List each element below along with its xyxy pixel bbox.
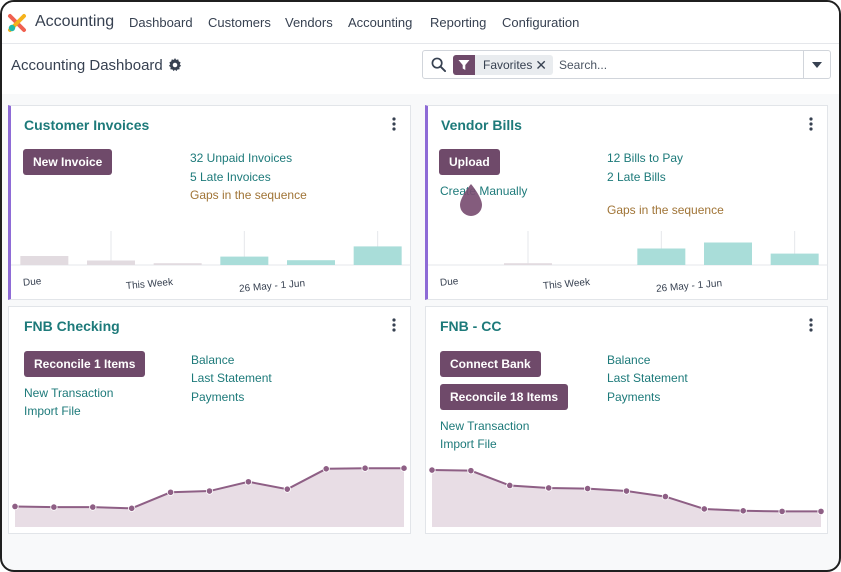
last-statement-link[interactable]: Last Statement [191,371,272,385]
chart-point [244,478,252,486]
chart-point [167,488,175,496]
menu-vendors[interactable]: Vendors [285,15,333,30]
import-file-link[interactable]: Import File [24,404,81,418]
payments-link[interactable]: Payments [191,390,245,404]
chart-bar [637,248,686,265]
balance-link[interactable]: Balance [191,353,235,367]
caret-down-icon [812,61,822,68]
new-transaction-link[interactable]: New Transaction [24,386,114,400]
search-facet-favorites[interactable]: Favorites ✕ [453,55,553,75]
card-fnb-checking: FNB Checking Reconcile 1 Items New Trans… [8,306,411,534]
menu-configuration[interactable]: Configuration [502,15,580,30]
tick-label-due: Due [439,276,459,289]
bills-to-pay-link[interactable]: 12 Bills to Pay [607,151,684,165]
chart-point [50,503,58,511]
chart-bar [504,263,552,265]
chart-point [400,464,408,472]
balance-link[interactable]: Balance [607,353,651,367]
chart-point [89,503,97,511]
search-options-toggle[interactable] [803,51,830,78]
chart-point [778,507,786,516]
card-title[interactable]: Vendor Bills [441,117,522,133]
chart-point [661,492,669,501]
app-name[interactable]: Accounting [35,13,115,30]
page-title: Accounting Dashboard [11,57,163,74]
chart-bar [353,246,402,265]
chart-point [506,481,514,490]
menu-accounting[interactable]: Accounting [348,15,413,30]
import-file-link[interactable]: Import File [440,437,497,451]
chart-bar [770,253,819,265]
kebab-menu-icon[interactable] [392,117,396,131]
chart-point [283,485,291,493]
chart-point [467,467,475,475]
chart-point [11,502,19,511]
chart-point [739,507,747,515]
chart-bar [20,256,69,265]
search-input[interactable] [559,55,799,75]
kebab-menu-icon[interactable] [392,318,396,332]
accounting-logo-icon[interactable] [7,13,27,33]
unpaid-invoices-link[interactable]: 32 Unpaid Invoices [190,151,293,165]
chart-point [584,484,592,493]
card-fnb-cc: FNB - CC Connect Bank Reconcile 18 Items… [425,306,828,534]
menu-reporting[interactable]: Reporting [430,15,487,30]
control-panel: Accounting Dashboard Favorites ✕ [2,44,839,94]
gaps-in-sequence-link[interactable]: Gaps in the sequence [607,203,724,217]
chart-bar [153,263,202,265]
facet-label: Favorites [483,58,533,72]
chart-point [128,504,136,512]
late-bills-link[interactable]: 2 Late Bills [607,170,666,184]
chart-point [545,484,553,492]
payments-link[interactable]: Payments [607,390,661,404]
upload-button[interactable]: Upload [439,149,500,175]
menu-customers[interactable]: Customers [208,15,271,30]
chart-bar [287,260,335,265]
last-statement-link[interactable]: Last Statement [607,371,688,385]
pointer-drop-icon [460,184,482,216]
chart-area-fill [15,468,404,527]
chart-bar [220,256,269,265]
reconcile-items-button[interactable]: Reconcile 18 Items [440,384,569,410]
new-invoice-button[interactable]: New Invoice [23,149,113,175]
gear-icon[interactable] [168,58,182,72]
top-navbar: Accounting Dashboard Customers Vendors A… [2,2,839,44]
chart-point [361,464,369,472]
search-icon[interactable] [431,57,446,72]
create-manually-link[interactable]: Create Manually [440,184,528,198]
chart-bar [87,260,135,265]
card-title[interactable]: FNB - CC [440,318,502,334]
chart-bar [704,242,752,265]
chart-point [817,507,825,516]
card-customer-invoices: Customer Invoices New Invoice 32 Unpaid … [8,105,411,300]
menu-dashboard[interactable]: Dashboard [129,15,193,30]
chart-point [428,466,436,474]
connect-bank-button[interactable]: Connect Bank [440,351,541,377]
tick-label-due: Due [22,276,42,289]
kebab-menu-icon[interactable] [809,318,813,332]
card-title[interactable]: Customer Invoices [24,117,150,133]
chart-point [700,505,708,513]
filter-icon [453,55,475,75]
chart-point [322,465,330,473]
late-invoices-link[interactable]: 5 Late Invoices [190,170,271,184]
new-transaction-link[interactable]: New Transaction [440,419,530,433]
chart-area-fill [432,470,821,527]
chart-point [622,487,631,495]
card-title[interactable]: FNB Checking [24,318,120,334]
reconcile-items-button[interactable]: Reconcile 1 Items [24,351,146,377]
cc-area-chart [428,466,825,527]
search-bar: Favorites ✕ [422,50,831,79]
gaps-in-sequence-link[interactable]: Gaps in the sequence [190,188,307,202]
facet-close-icon[interactable]: ✕ [535,57,547,73]
card-vendor-bills: Vendor Bills Upload Create Manually 12 B… [425,105,828,300]
chart-point [205,487,214,495]
bills-bar-chart [428,231,828,266]
kebab-menu-icon[interactable] [809,117,813,131]
checking-area-chart [11,464,408,527]
invoices-bar-chart [11,231,411,266]
